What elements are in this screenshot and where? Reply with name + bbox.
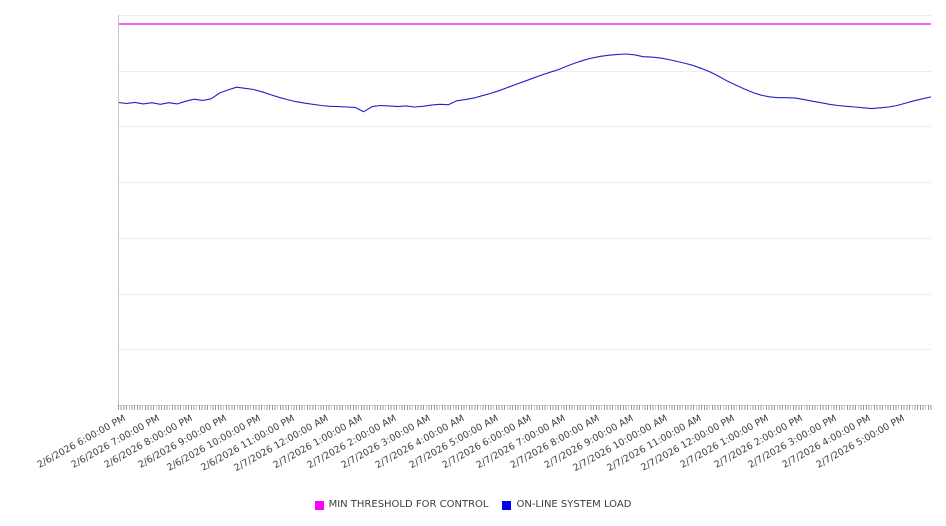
legend-swatch <box>502 500 512 510</box>
legend-item-min-threshold[interactable]: MIN THRESHOLD FOR CONTROL <box>314 499 489 510</box>
legend-label: ON-LINE SYSTEM LOAD <box>516 499 632 510</box>
y-axis-line <box>118 15 119 410</box>
chart-plot-area <box>118 15 932 406</box>
x-axis-minor-ticks <box>118 405 932 410</box>
legend-label: MIN THRESHOLD FOR CONTROL <box>328 499 489 510</box>
chart-legend: MIN THRESHOLD FOR CONTROL ON-LINE SYSTEM… <box>0 497 946 513</box>
legend-swatch <box>314 500 324 510</box>
legend-item-online-system-load[interactable]: ON-LINE SYSTEM LOAD <box>502 500 631 510</box>
